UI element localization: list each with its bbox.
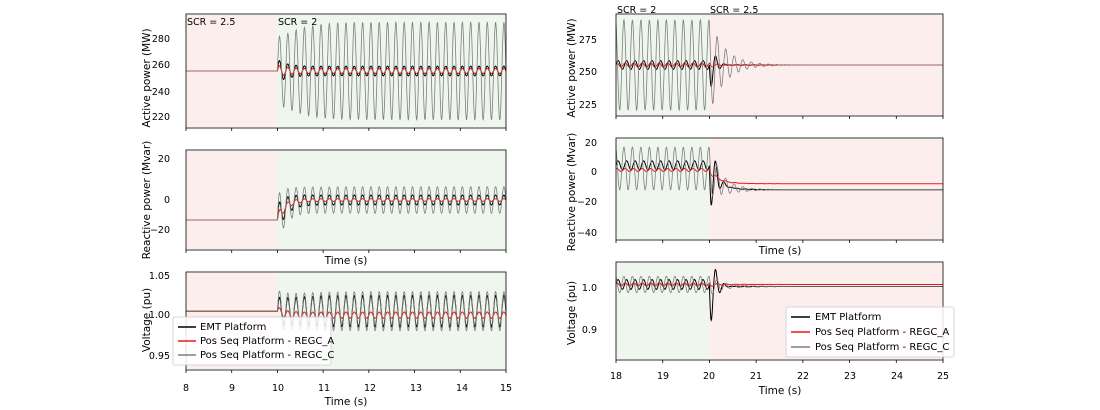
fig0-panel0-plot: [185, 13, 507, 131]
right-region-label-2: SCR = 2.5: [710, 5, 758, 16]
right-xtick-24: 24: [891, 371, 903, 382]
left-xtick-14: 14: [456, 383, 468, 394]
fig0-panel2-series-2: [186, 290, 507, 332]
right-xtick-21: 21: [750, 371, 762, 382]
right-panel-3-ytick-10: 1.0: [582, 283, 597, 294]
fig1-panel0-series-2: [615, 18, 943, 112]
left-panel-2-ytick-20: 20: [158, 154, 170, 165]
left-xtick-13: 13: [410, 383, 422, 394]
right-panel-2-ytick-20: 20: [585, 138, 597, 149]
left-panel-3-ytick-100: 1.00: [149, 310, 170, 321]
fig0-panel1-series-2: [186, 186, 507, 229]
left-panel-1-ytick-280: 280: [152, 34, 170, 45]
left-panel-1-ytick-260: 260: [152, 60, 170, 71]
right-panel-2-xlabel: Time (s): [758, 245, 802, 257]
right-panel-voltage: Voltage (pu) 0.9 1.0 18 19 20 21 22 23 2…: [566, 281, 949, 397]
left-panel-1-ylabel: Active power (MW): [141, 28, 153, 127]
left-panel-3-ytick-105: 1.05: [149, 271, 170, 282]
left-legend: EMT Platform Pos Seq Platform - REGC_A P…: [172, 316, 334, 366]
fig0-panel0-region-1: [277, 15, 506, 127]
right-panel-active-power: Active power (MW) 225 250 275: [566, 18, 597, 117]
right-legend: EMT Platform Pos Seq Platform - REGC_A P…: [785, 306, 955, 358]
right-xtick-22: 22: [797, 371, 809, 382]
fig1-panel2-series-2: [615, 275, 943, 295]
left-panel-voltage: Voltage (pu) 0.95 1.00 1.05 8 9 10 11 12…: [141, 271, 512, 408]
left-panel-active-power: Active power (MW) 220 240 260 280: [141, 28, 170, 127]
fig1-panel1-series-1: [615, 167, 943, 185]
left-panel-1-ytick-220: 220: [152, 112, 170, 123]
right-panel-1-ytick-225: 225: [579, 100, 597, 111]
left-panel-reactive-power: Reactive power (Mvar) −20 0 20 Time (s): [141, 141, 367, 267]
right-xtick-20: 20: [703, 371, 715, 382]
right-legend-regc-a: Pos Seq Platform - REGC_A: [815, 327, 949, 338]
left-legend-box: [172, 316, 332, 366]
left-panel-3-ylabel: Voltage (pu): [141, 288, 153, 352]
left-panel-3-ytick-095: 0.95: [149, 351, 170, 362]
right-legend-regc-c: Pos Seq Platform - REGC_C: [815, 342, 949, 353]
fig1-panel1-series-2: [615, 146, 943, 197]
left-xtick-15: 15: [500, 383, 512, 394]
fig0-panel1-frame: [185, 149, 507, 251]
left-legend-regc-c: Pos Seq Platform - REGC_C: [200, 350, 334, 361]
fig0-panel1-region-1: [277, 151, 506, 249]
right-xtick-23: 23: [844, 371, 856, 382]
right-legend-emt: EMT Platform: [815, 312, 881, 323]
right-panel-3-xlabel: Time (s): [758, 385, 802, 397]
right-region-label-1: SCR = 2: [617, 5, 656, 16]
fig1-panel0-plot: [615, 13, 944, 119]
fig1-panel0-frame: [615, 13, 944, 117]
right-panel-reactive-power: Reactive power (Mvar) −40 −20 0 20 Time …: [566, 133, 801, 257]
left-panel-3-xlabel: Time (s): [324, 396, 368, 408]
left-panel-2-xlabel: Time (s): [324, 255, 368, 267]
left-region-label-2: SCR = 2: [278, 17, 317, 28]
right-panel-1-ytick-275: 275: [579, 35, 597, 46]
right-figure: SCR = 2 SCR = 2.5 Active power (MW) 225 …: [566, 5, 955, 397]
fig1-panel1-plot: [615, 137, 944, 243]
right-xtick-19: 19: [657, 371, 669, 382]
fig0-panel0-frame: [185, 13, 507, 129]
left-panel-1-ytick-240: 240: [152, 87, 170, 98]
right-xtick-25: 25: [937, 371, 949, 382]
right-panel-1-ytick-250: 250: [579, 67, 597, 78]
right-panel-2-ylabel: Reactive power (Mvar): [566, 133, 578, 252]
right-panel-3-ytick-09: 0.9: [582, 325, 597, 336]
right-panel-3-ylabel: Voltage (pu): [566, 281, 578, 345]
right-panel-2-ytick-0: 0: [591, 167, 597, 178]
left-figure: SCR = 2.5 SCR = 2 Active power (MW) 220 …: [141, 17, 512, 408]
left-panel-2-ytick-0: 0: [164, 195, 170, 206]
right-panel-1-ylabel: Active power (MW): [566, 18, 578, 117]
right-xtick-18: 18: [610, 371, 622, 382]
left-legend-emt: EMT Platform: [200, 322, 266, 333]
right-legend-box: [785, 306, 955, 358]
fig1-panel2-region-0: [616, 263, 710, 359]
left-region-label-1: SCR = 2.5: [187, 17, 235, 28]
left-xtick-9: 9: [229, 383, 235, 394]
fig1-panel2-series-1: [615, 282, 943, 287]
left-legend-regc-a: Pos Seq Platform - REGC_A: [200, 336, 334, 347]
left-xtick-11: 11: [318, 383, 330, 394]
fig0-panel0-series-2: [186, 20, 507, 122]
left-xtick-8: 8: [183, 383, 189, 394]
fig1-panel1-frame: [615, 137, 944, 241]
left-panel-2-ytick-neg20: −20: [150, 225, 170, 236]
right-panel-2-ytick-neg20: −20: [577, 197, 597, 208]
fig0-panel1-region-0: [186, 151, 278, 249]
left-panel-2-ylabel: Reactive power (Mvar): [141, 141, 153, 260]
right-panel-2-ytick-neg40: −40: [577, 228, 597, 239]
left-xtick-12: 12: [364, 383, 376, 394]
left-xtick-10: 10: [272, 383, 284, 394]
fig0-panel1-plot: [185, 149, 507, 253]
